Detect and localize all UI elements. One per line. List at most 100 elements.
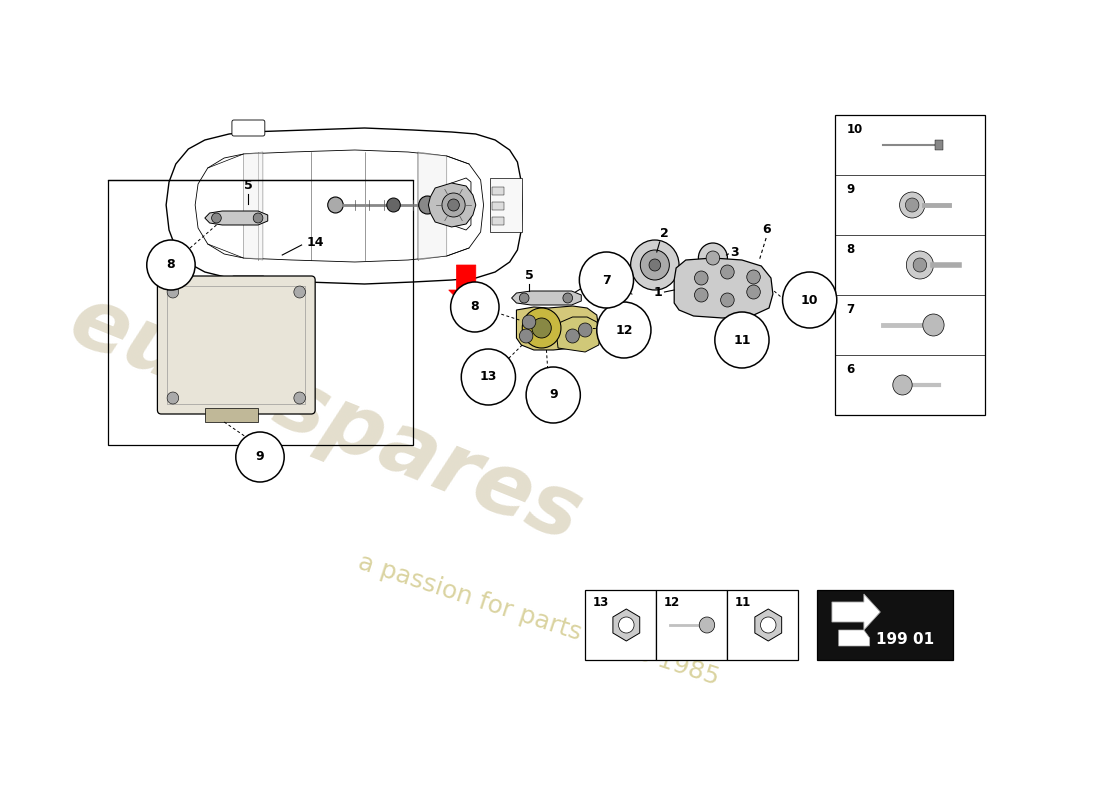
Circle shape bbox=[461, 349, 516, 405]
Circle shape bbox=[694, 271, 708, 285]
Circle shape bbox=[532, 318, 551, 338]
Bar bbox=[935, 140, 943, 150]
Polygon shape bbox=[428, 183, 476, 227]
Circle shape bbox=[579, 323, 592, 337]
Circle shape bbox=[700, 617, 715, 633]
Bar bbox=[493, 217, 504, 225]
Circle shape bbox=[522, 308, 561, 348]
FancyBboxPatch shape bbox=[232, 120, 265, 136]
Text: 8: 8 bbox=[166, 258, 175, 271]
Text: 11: 11 bbox=[734, 334, 750, 346]
Bar bbox=[656, 590, 727, 660]
Circle shape bbox=[698, 243, 727, 273]
FancyBboxPatch shape bbox=[232, 276, 265, 292]
Text: 9: 9 bbox=[549, 389, 558, 402]
Polygon shape bbox=[674, 258, 773, 318]
Text: 8: 8 bbox=[471, 301, 480, 314]
Text: 4: 4 bbox=[588, 275, 597, 289]
Circle shape bbox=[747, 285, 760, 299]
Polygon shape bbox=[838, 630, 870, 646]
Text: 5: 5 bbox=[525, 269, 533, 282]
Text: 13: 13 bbox=[480, 370, 497, 383]
Polygon shape bbox=[613, 609, 640, 641]
Circle shape bbox=[442, 193, 465, 217]
Polygon shape bbox=[166, 128, 522, 284]
Text: 5: 5 bbox=[244, 179, 253, 192]
Circle shape bbox=[906, 251, 934, 279]
Polygon shape bbox=[243, 152, 263, 260]
Bar bbox=[108, 180, 413, 445]
Circle shape bbox=[923, 314, 944, 336]
Bar bbox=[727, 590, 799, 660]
Circle shape bbox=[235, 432, 284, 482]
Text: 10: 10 bbox=[801, 294, 818, 306]
Circle shape bbox=[451, 282, 499, 332]
Circle shape bbox=[720, 265, 734, 279]
Bar bbox=[167, 286, 306, 404]
Text: 6: 6 bbox=[846, 363, 855, 376]
Polygon shape bbox=[418, 152, 447, 260]
Polygon shape bbox=[195, 150, 484, 262]
Text: 8: 8 bbox=[846, 243, 855, 256]
Circle shape bbox=[519, 293, 529, 303]
Circle shape bbox=[294, 392, 306, 404]
Circle shape bbox=[640, 250, 670, 280]
Circle shape bbox=[419, 196, 436, 214]
Polygon shape bbox=[449, 265, 484, 308]
Bar bbox=[205, 408, 258, 422]
Circle shape bbox=[905, 198, 918, 212]
Text: eurospares: eurospares bbox=[58, 279, 594, 561]
Bar bbox=[817, 590, 953, 660]
FancyBboxPatch shape bbox=[491, 178, 522, 232]
Circle shape bbox=[580, 252, 634, 308]
Text: a passion for parts since 1985: a passion for parts since 1985 bbox=[355, 550, 723, 690]
Circle shape bbox=[706, 251, 719, 265]
Text: 10: 10 bbox=[846, 123, 862, 136]
Circle shape bbox=[522, 315, 536, 329]
Polygon shape bbox=[557, 317, 601, 352]
Circle shape bbox=[294, 286, 306, 298]
Circle shape bbox=[618, 617, 634, 633]
Polygon shape bbox=[516, 306, 598, 350]
Text: 199 01: 199 01 bbox=[877, 631, 935, 646]
Text: 9: 9 bbox=[255, 450, 264, 463]
Polygon shape bbox=[452, 178, 471, 230]
Text: 12: 12 bbox=[664, 596, 680, 609]
Circle shape bbox=[900, 192, 925, 218]
Circle shape bbox=[211, 213, 221, 223]
Polygon shape bbox=[755, 609, 782, 641]
Circle shape bbox=[253, 213, 263, 223]
Text: 12: 12 bbox=[615, 323, 632, 337]
Circle shape bbox=[448, 199, 460, 211]
Circle shape bbox=[913, 258, 926, 272]
Text: 6: 6 bbox=[762, 223, 770, 236]
Bar bbox=[493, 202, 504, 210]
Circle shape bbox=[328, 197, 343, 213]
Circle shape bbox=[563, 293, 573, 303]
Circle shape bbox=[167, 392, 178, 404]
Bar bbox=[493, 187, 504, 195]
Circle shape bbox=[694, 288, 708, 302]
Circle shape bbox=[720, 293, 734, 307]
Text: 13: 13 bbox=[593, 596, 609, 609]
Bar bbox=[585, 590, 656, 660]
Text: 9: 9 bbox=[846, 183, 855, 196]
Circle shape bbox=[760, 617, 775, 633]
Circle shape bbox=[893, 375, 912, 395]
Bar bbox=[835, 115, 984, 415]
Text: 3: 3 bbox=[730, 246, 739, 258]
Text: 7: 7 bbox=[602, 274, 610, 286]
Circle shape bbox=[565, 329, 580, 343]
Text: 2: 2 bbox=[660, 227, 669, 240]
FancyBboxPatch shape bbox=[157, 276, 316, 414]
Circle shape bbox=[630, 240, 679, 290]
Text: 11: 11 bbox=[735, 596, 751, 609]
Text: 7: 7 bbox=[846, 303, 855, 316]
Circle shape bbox=[649, 259, 661, 271]
Circle shape bbox=[387, 198, 400, 212]
Polygon shape bbox=[205, 211, 267, 225]
Text: 1: 1 bbox=[653, 286, 662, 298]
Polygon shape bbox=[832, 594, 880, 630]
Circle shape bbox=[146, 240, 195, 290]
Text: 14: 14 bbox=[307, 235, 323, 249]
